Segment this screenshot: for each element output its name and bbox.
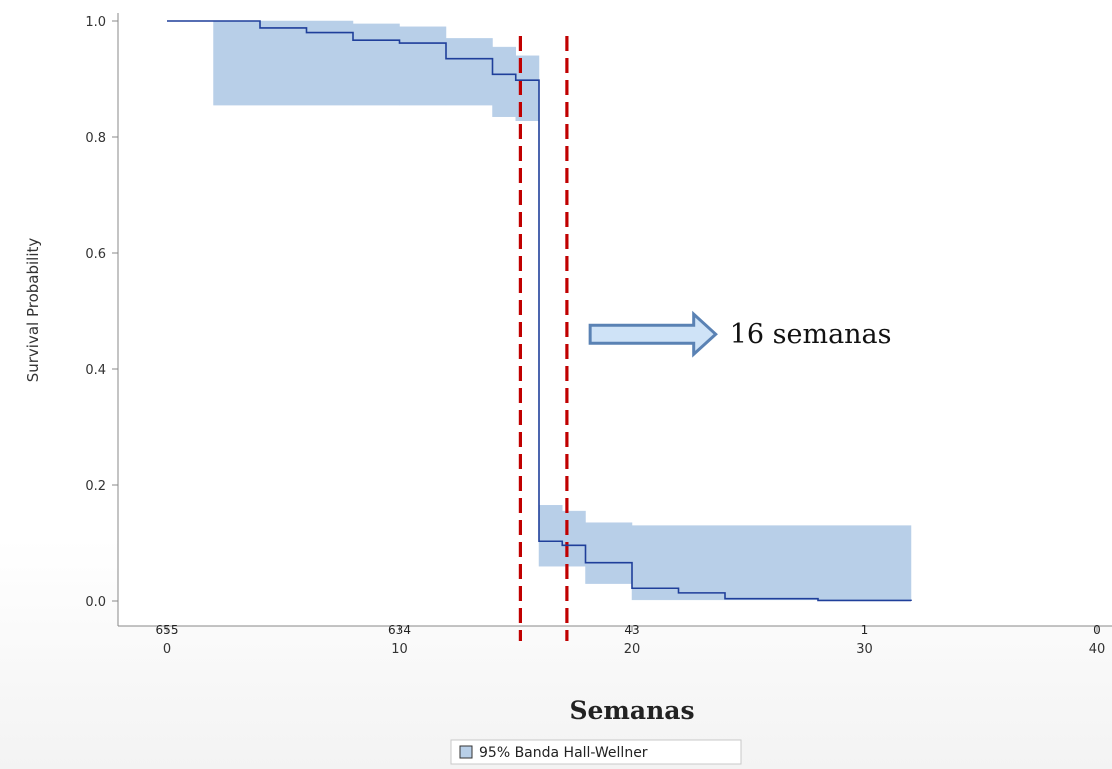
annotation-arrow [588, 310, 718, 358]
axes: 0.00.20.40.60.81.00 10 20 30 40 [85, 13, 1112, 657]
band-segment-8 [585, 522, 633, 584]
x-tick-label-2: 20 [624, 642, 641, 657]
y-tick-label-3: 0.6 [85, 247, 106, 262]
y-axis-label: Survival Probability [24, 238, 42, 383]
legend-label: 95% Banda Hall-Wellner [479, 745, 648, 761]
band-segment-1 [352, 23, 400, 106]
band-segment-3 [445, 38, 493, 106]
legend-box [450, 739, 742, 765]
band-segment-4 [492, 46, 516, 117]
y-tick-label-0: 0.0 [85, 595, 106, 610]
band-segment-7 [562, 510, 586, 567]
survival-curve [167, 20, 912, 602]
band-segment-6 [538, 505, 563, 567]
at-risk-label-3: 1 [861, 623, 869, 637]
survival-curve-layer [167, 20, 912, 602]
at-risk-label-4: 0 [1093, 623, 1101, 637]
reference-lines [518, 36, 569, 641]
at-risk-label-1: 634 [388, 623, 411, 637]
at-risk-labels: 655 634 43 1 0 [156, 623, 1101, 637]
annotation: 16 semanas [588, 310, 892, 358]
legend-swatch [459, 745, 473, 759]
x-tick-label-3: 30 [856, 642, 873, 657]
y-tick-label-5: 1.0 [85, 15, 106, 30]
y-tick-label-4: 0.8 [85, 131, 106, 146]
annotation-text: 16 semanas [730, 319, 892, 350]
x-tick-label-1: 10 [391, 642, 408, 657]
x-tick-label-4: 40 [1089, 642, 1106, 657]
band-segment-0 [213, 20, 354, 106]
legend: 95% Banda Hall-Wellner [450, 739, 742, 765]
x-axis-label: Semanas [569, 696, 694, 725]
x-tick-label-0: 0 [163, 642, 171, 657]
y-tick-label-2: 0.4 [85, 363, 106, 378]
band-segment-2 [399, 26, 447, 106]
at-risk-label-2: 43 [624, 623, 639, 637]
at-risk-label-0: 655 [156, 623, 179, 637]
y-tick-label-1: 0.2 [85, 479, 106, 494]
